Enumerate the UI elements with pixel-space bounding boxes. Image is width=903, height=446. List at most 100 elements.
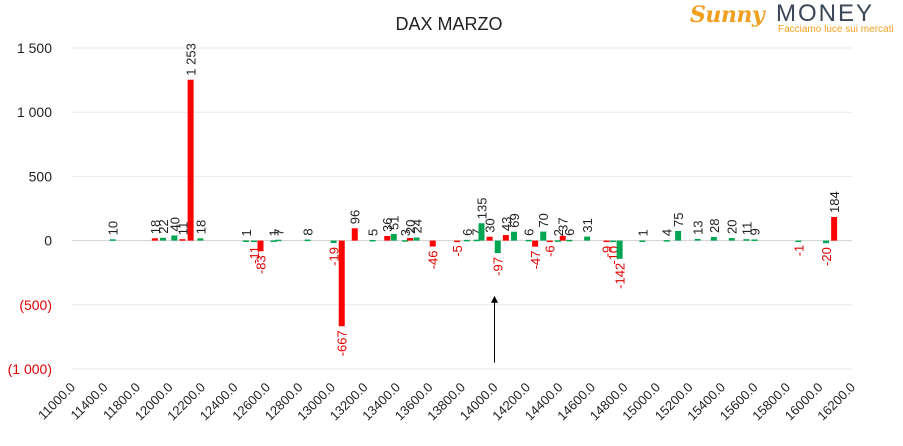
bar-value-label: -667 [335,330,350,356]
bar [559,235,566,241]
bar-value-label: 135 [475,198,490,220]
logo-sunny-text: Sunny [690,2,765,28]
bar-value-label: 6 [562,229,577,236]
bar-value-label: 7 [271,228,286,235]
bar [795,240,802,243]
bar [710,237,717,241]
annotation-arrow-head [491,295,498,303]
bar [546,240,553,243]
bar-value-label: 30 [483,218,498,232]
bar-value-label: 51 [387,216,402,230]
bar-value-label: 24 [410,219,425,233]
bar [532,240,539,247]
bar [694,238,701,241]
bar-value-label: 18 [148,220,163,234]
bar [494,240,501,254]
bar [639,240,646,242]
bar [330,240,337,244]
bar [351,228,358,241]
bar [831,216,838,241]
logo-money-text: MONEY [776,0,875,27]
y-tick-label: 1 500 [17,40,52,56]
bar [663,240,670,242]
bar-value-label: 70 [536,213,551,227]
bar-value-label: 13 [691,220,706,234]
bar-value-label: 11 [739,222,754,236]
bar-value-label: -9 [600,246,615,258]
bar [540,231,547,241]
bar-value-label: 20 [403,220,418,234]
bar-value-label: -5 [450,245,465,257]
bar [584,236,591,241]
bar [511,231,517,241]
bar-value-label: 96 [348,210,363,224]
bar-value-label: -6 [543,245,558,257]
bar-value-label: -97 [491,257,506,276]
bar-value-label: 8 [301,228,316,235]
bar [525,239,532,242]
bar-value-label: -142 [613,263,628,289]
bar-value-label: 40 [167,217,182,231]
bar [478,223,485,241]
bar-value-label: 36 [380,218,395,232]
bar-value-label: 7 [470,228,485,235]
bar [257,240,264,252]
bar [171,235,178,241]
bar-value-label: 2 [551,229,566,236]
y-tick-label: 500 [29,168,53,184]
bar [242,240,249,242]
bar [603,240,610,243]
bar [390,234,397,241]
bar-value-label: -19 [327,247,342,266]
bar [728,238,735,241]
bar [270,240,277,242]
bar [454,240,461,243]
sunny-money-logo: Sunny MONEY Facciamo luce sui mercati [690,0,895,40]
bar-value-label: 3 [398,229,413,236]
bar [197,238,204,241]
bar-value-label: -1 [791,245,806,257]
chart-title: DAX MARZO [395,14,502,34]
bar-value-label: 28 [707,219,722,233]
y-tick-label: 1 000 [17,104,52,120]
y-tick-label: (1 000) [8,361,52,377]
bar-value-label: 20 [725,220,740,234]
bar [369,239,376,242]
bar-value-label: 18 [193,220,208,234]
bar [751,239,758,241]
bar-value-label: 1 [635,229,650,236]
bar-value-label: -47 [528,251,543,270]
bar [407,238,413,241]
bar [616,240,623,259]
bar-value-label: 31 [580,218,595,232]
y-tick-label: (500) [19,297,52,313]
bar-value-label: 6 [460,229,475,236]
bar-value-label: 1 [239,229,254,236]
bar-value-label: 5 [366,229,381,236]
bar-value-label: 75 [671,213,686,227]
bar-value-label: 37 [556,217,571,231]
bar [179,239,186,241]
bar-value-label: 4 [660,229,675,236]
bar [275,239,282,242]
bar [151,238,158,241]
bar [187,79,194,241]
bar [554,240,561,242]
bar [486,236,493,241]
bar [384,235,391,241]
bar-value-label: 9 [748,228,763,235]
y-tick-label: 0 [44,233,52,249]
bar [251,240,257,243]
bar-value-label: 10 [106,221,121,235]
bar [413,237,420,241]
bar-value-label: -83 [254,255,269,274]
bar [160,237,166,241]
bar [823,240,829,244]
bar [610,240,617,243]
bar [304,239,311,242]
bar-value-label: -46 [426,251,441,270]
bar-value-label: 43 [499,217,514,231]
bar-value-label: 6 [522,229,537,236]
